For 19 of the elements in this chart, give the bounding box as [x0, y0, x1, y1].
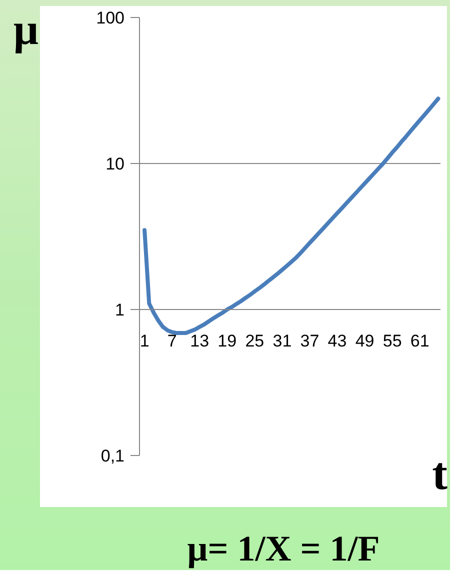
- x-tick-label: 61: [410, 332, 430, 350]
- x-tick-label: 1: [140, 332, 150, 350]
- line-series: [142, 96, 440, 336]
- x-tick-label: 19: [218, 332, 237, 350]
- x-tick-label: 25: [245, 332, 264, 350]
- text: μ= 1/X = 1/F: [187, 528, 380, 568]
- y-tick-label: 0,1: [100, 446, 125, 466]
- y-tick-label: 1: [115, 300, 125, 320]
- x-tick-label: 49: [355, 332, 374, 350]
- x-tick-label: 31: [272, 332, 292, 350]
- y-tick-label: 10: [106, 154, 125, 174]
- x-tick-label: 43: [328, 332, 347, 350]
- y-axis-title: μ: [14, 5, 38, 54]
- x-tick-label: 7: [167, 332, 177, 350]
- x-axis-title: t: [432, 448, 448, 499]
- x-tick-label: 37: [300, 332, 320, 350]
- x-tick-label: 13: [190, 332, 210, 350]
- x-tick-label: 55: [382, 332, 402, 350]
- y-tick-label: 100: [96, 8, 125, 28]
